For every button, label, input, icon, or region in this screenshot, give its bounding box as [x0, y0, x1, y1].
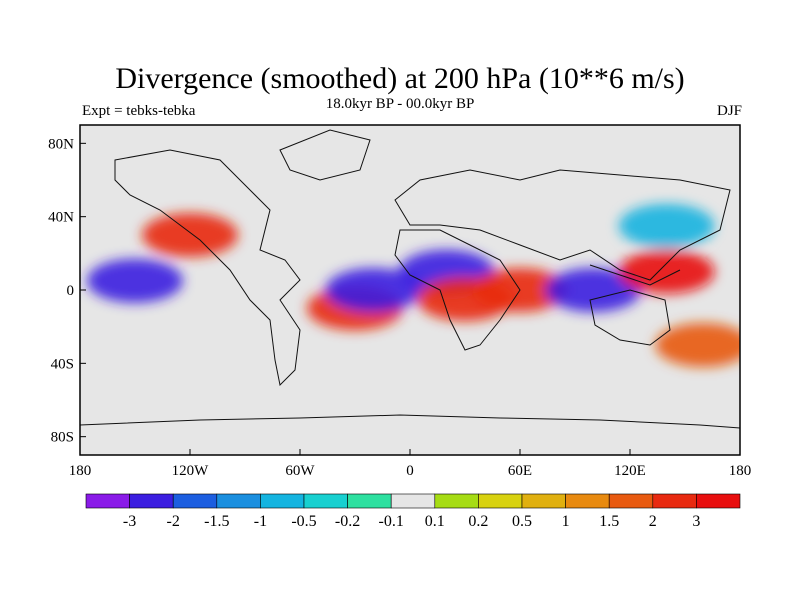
lon-tick-label: 120W — [172, 463, 210, 479]
colorbar-swatch — [260, 493, 305, 509]
colorbar-label: 3 — [692, 513, 700, 530]
field-feature — [618, 249, 715, 294]
colorbar-label: 0.2 — [468, 513, 488, 530]
map-title: Divergence (smoothed) at 200 hPa (10**6 … — [115, 62, 685, 95]
colorbar-label: -1.5 — [204, 513, 229, 530]
colorbar-swatch — [434, 493, 479, 509]
colorbar-swatch — [652, 493, 697, 509]
season-label: DJF — [716, 103, 742, 119]
field-feature — [545, 268, 642, 312]
colorbar-label: -3 — [123, 513, 136, 530]
colorbar-swatch — [216, 493, 261, 509]
colorbar-label: 0.5 — [512, 513, 532, 530]
colorbar: -3 -2 -1.5 -1 -0.5 -0.2 -0.1 0.1 0.2 0.5 1 1.5 2 3 — [85, 493, 741, 530]
field-feature — [325, 268, 422, 312]
lon-tick-label: 0 — [406, 463, 414, 479]
coastlines — [80, 129, 740, 429]
experiment-label: Expt = tebks-tebka — [82, 103, 196, 119]
colorbar-label: -1 — [254, 513, 267, 530]
lon-tick-label: 120E — [614, 463, 646, 479]
colorbar-swatch — [347, 493, 392, 509]
lat-tick-label: 80S — [51, 430, 74, 446]
lon-tick-label: 60E — [508, 463, 532, 479]
lat-tick-label: 40N — [48, 210, 74, 226]
colorbar-label: -0.1 — [379, 513, 404, 530]
lat-tick-label: 80N — [48, 136, 74, 152]
latitude-axis: 80N 40N 0 40S 80S — [48, 136, 86, 446]
field-feature — [655, 323, 740, 367]
colorbar-swatch — [172, 493, 218, 509]
colorbar-swatch — [608, 493, 654, 509]
lat-tick-label: 0 — [67, 283, 75, 299]
field-feature — [618, 203, 715, 248]
colorbar-swatch — [303, 493, 348, 509]
colorbar-label: -0.5 — [291, 513, 316, 530]
colorbar-swatch — [129, 493, 174, 509]
field-feature — [142, 213, 238, 257]
lon-tick-label: 180 — [729, 463, 752, 479]
colorbar-swatch — [390, 493, 436, 509]
field-layer — [80, 125, 740, 455]
colorbar-label: 1.5 — [599, 513, 619, 530]
colorbar-label: -0.2 — [335, 513, 360, 530]
colorbar-swatch — [478, 493, 523, 509]
colorbar-label: -2 — [167, 513, 180, 530]
field-feature — [87, 258, 183, 303]
colorbar-label: 0.1 — [425, 513, 445, 530]
colorbar-swatch — [521, 493, 566, 509]
lon-tick-label: 180 — [69, 463, 92, 479]
lat-tick-label: 40S — [51, 356, 74, 372]
lon-tick-label: 60W — [285, 463, 315, 479]
colorbar-label: 1 — [562, 513, 570, 530]
colorbar-swatch — [565, 493, 610, 509]
colorbar-swatch — [85, 493, 130, 509]
colorbar-label: 2 — [649, 513, 657, 530]
period-label: 18.0kyr BP - 00.0kyr BP — [325, 96, 475, 112]
colorbar-swatch — [696, 493, 741, 509]
longitude-axis: 180 120W 60W 0 60E 120E 180 — [69, 449, 752, 479]
